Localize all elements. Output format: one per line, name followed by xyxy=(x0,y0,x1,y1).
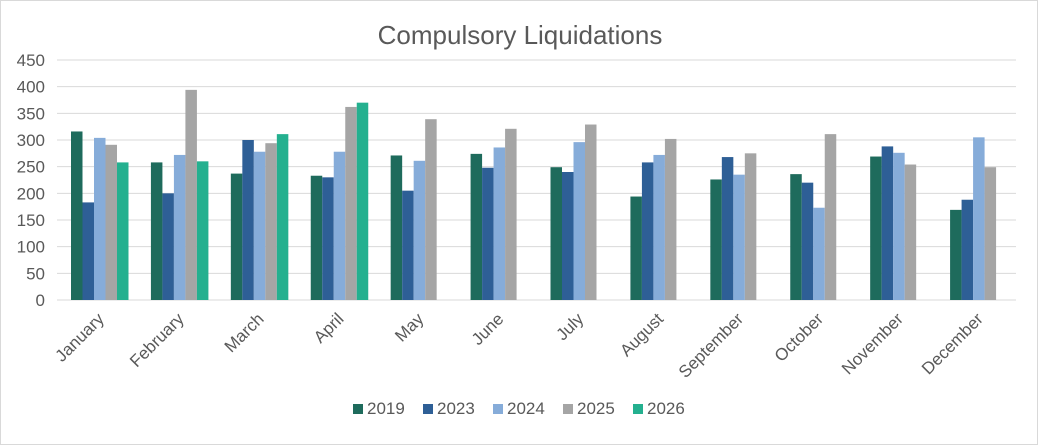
bar-2019-may xyxy=(390,155,403,300)
bar-2024-june xyxy=(493,147,506,300)
y-tick-label: 0 xyxy=(36,291,45,310)
bar-2023-may xyxy=(402,190,414,300)
y-tick-label: 50 xyxy=(26,264,45,283)
x-tick-label: March xyxy=(221,309,268,356)
legend-item-2024: 2024 xyxy=(493,399,545,418)
bar-2024-september xyxy=(733,174,745,300)
x-tick-label: August xyxy=(616,309,667,360)
legend-swatch xyxy=(423,404,433,414)
y-tick-label: 400 xyxy=(17,78,45,97)
y-axis-tick-labels: 0 50 100 150 200 250 300 350 400 450 xyxy=(17,51,45,310)
bar-2025-september xyxy=(744,153,757,300)
x-tick-label: November xyxy=(838,309,907,378)
chart-title: Compulsory Liquidations xyxy=(378,20,663,50)
bar-2025-may xyxy=(425,119,437,300)
legend-label: 2026 xyxy=(647,399,685,418)
bar-2026-march xyxy=(276,134,289,300)
bar-2024-may xyxy=(413,160,426,300)
gridlines xyxy=(57,59,1016,301)
bar-2024-august xyxy=(653,154,665,300)
legend-item-2019: 2019 xyxy=(353,399,405,418)
y-tick-label: 250 xyxy=(17,158,45,177)
legend-label: 2025 xyxy=(577,399,615,418)
x-tick-label: June xyxy=(468,309,508,349)
x-tick-label: July xyxy=(552,309,587,344)
bar-2023-december xyxy=(961,199,974,300)
bar-2025-june xyxy=(505,128,517,300)
x-tick-label: February xyxy=(126,309,188,371)
bar-2024-april xyxy=(333,151,346,300)
legend: 2019 2023 2024 2025 2026 xyxy=(353,399,685,418)
bar-2025-october xyxy=(824,134,837,300)
bar-2023-october xyxy=(801,182,814,300)
bar-2019-september xyxy=(710,179,722,300)
bar-2026-april xyxy=(356,102,369,301)
bar-2023-february xyxy=(162,193,174,300)
x-tick-label: May xyxy=(391,309,427,345)
bar-2019-february xyxy=(150,162,163,300)
bar-2025-december xyxy=(984,167,997,300)
bar-2024-january xyxy=(94,137,106,300)
x-axis-tick-labels: January February March April May June July Augu… xyxy=(52,309,988,382)
legend-swatch xyxy=(353,404,363,414)
legend-swatch xyxy=(493,404,503,414)
legend-label: 2023 xyxy=(437,399,475,418)
bar-2024-february xyxy=(173,154,186,300)
y-tick-label: 350 xyxy=(17,104,45,123)
bars xyxy=(71,89,997,301)
bar-2023-july xyxy=(562,172,574,300)
bar-2024-march xyxy=(253,151,266,300)
bar-2025-august xyxy=(664,138,677,300)
bar-2023-march xyxy=(242,140,254,300)
bar-2023-august xyxy=(641,162,654,300)
bar-2024-november xyxy=(893,152,905,300)
bar-2019-january xyxy=(71,131,83,300)
y-tick-label: 450 xyxy=(17,51,45,70)
bar-2026-january xyxy=(117,162,129,300)
x-tick-label: September xyxy=(675,309,747,381)
legend-label: 2024 xyxy=(507,399,545,418)
bar-2023-november xyxy=(881,146,894,300)
bar-2026-february xyxy=(196,161,209,300)
bar-2019-march xyxy=(230,173,243,300)
bar-2023-january xyxy=(82,202,94,300)
bar-2019-april xyxy=(310,175,323,300)
bar-2025-february xyxy=(185,89,197,300)
legend-item-2023: 2023 xyxy=(423,399,475,418)
y-tick-label: 100 xyxy=(17,238,45,257)
bar-2019-august xyxy=(630,196,642,300)
legend-swatch xyxy=(633,404,643,414)
x-tick-label: October xyxy=(771,309,827,365)
bar-2019-october xyxy=(790,174,802,300)
bar-2025-january xyxy=(105,144,117,300)
bar-2019-june xyxy=(470,153,483,300)
bar-2023-september xyxy=(721,157,734,300)
bar-2023-june xyxy=(482,167,494,300)
y-tick-label: 200 xyxy=(17,184,45,203)
bar-2024-october xyxy=(813,207,825,300)
bar-2023-april xyxy=(322,177,334,300)
bar-2024-december xyxy=(973,137,985,300)
legend-swatch xyxy=(563,404,573,414)
bar-2025-march xyxy=(265,143,277,300)
x-tick-label: January xyxy=(52,309,109,366)
bar-2019-november xyxy=(870,156,882,300)
x-tick-label: December xyxy=(918,309,987,378)
legend-item-2026: 2026 xyxy=(633,399,685,418)
bar-2024-july xyxy=(573,142,585,300)
x-tick-label: April xyxy=(310,309,347,346)
legend-item-2025: 2025 xyxy=(563,399,615,418)
legend-label: 2019 xyxy=(367,399,405,418)
y-tick-label: 150 xyxy=(17,211,45,230)
bar-2019-december xyxy=(950,209,962,300)
bar-2019-july xyxy=(550,167,562,300)
bar-2025-november xyxy=(904,164,917,300)
bar-2025-april xyxy=(345,106,357,300)
y-tick-label: 300 xyxy=(17,131,45,150)
bar-2025-july xyxy=(585,124,597,301)
